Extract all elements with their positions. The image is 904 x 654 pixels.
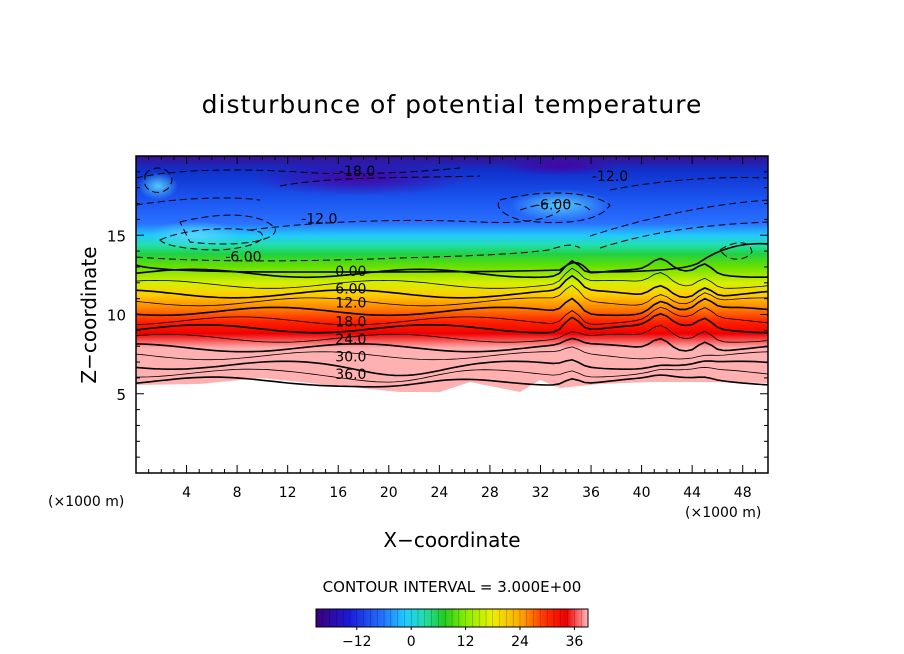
contour-line-negative	[279, 175, 481, 187]
contour-line-negative	[179, 214, 276, 245]
contour-line	[136, 374, 768, 388]
x-tick-label: 44	[683, 485, 701, 501]
colorbar-tick-label: 24	[511, 634, 529, 650]
x-tick-label: 24	[430, 485, 448, 501]
colorbar-bands	[322, 609, 582, 627]
contour-interval-label: CONTOUR INTERVAL = 3.000E+00	[323, 578, 582, 596]
colorbar-tick-label: −12	[342, 634, 372, 650]
x-unit-label: (×1000 m)	[685, 505, 761, 521]
x-axis: 4 8 12 16 20 24 28 32 36 40 44 48	[148, 156, 756, 501]
contour-line-negative	[719, 242, 753, 260]
contour-label: -6.00	[225, 250, 261, 266]
contour-label: 24.0	[335, 332, 366, 348]
contour-fill	[136, 156, 768, 396]
x-tick-label: 32	[532, 485, 550, 501]
contour-line-negative	[136, 244, 581, 262]
contour-line	[136, 337, 768, 353]
x-tick-label: 36	[582, 485, 600, 501]
contour-line	[136, 358, 768, 377]
y-tick-label: 15	[107, 227, 126, 245]
colorbar-tick-label: 12	[457, 634, 475, 650]
cold-core-right	[510, 189, 610, 221]
contour-label: 12.0	[335, 296, 366, 312]
contour-lines	[136, 167, 768, 388]
x-axis-label: X−coordinate	[383, 528, 520, 552]
chart-title: disturbunce of potential temperature	[202, 90, 703, 119]
y-axis-label: Z−coordinate	[77, 246, 101, 383]
y-axis: 5 10 15	[107, 171, 768, 458]
contour-line-negative	[249, 209, 561, 231]
contour-line-negative	[609, 177, 768, 191]
contour-line	[136, 346, 768, 361]
contour-line-negative	[519, 202, 591, 211]
contour-line	[136, 297, 768, 317]
x-tick-label: 40	[633, 485, 651, 501]
contour-label: -12.0	[301, 212, 337, 228]
colorbar-tick-label: 0	[407, 634, 416, 650]
contour-label: 18.0	[335, 315, 366, 331]
cold-core-corner	[138, 172, 178, 200]
contour-line-zero	[136, 242, 768, 273]
x-tick-label: 16	[329, 485, 347, 501]
contour-label: -18.0	[339, 164, 375, 180]
contour-label: 6.00	[335, 281, 366, 297]
contour-label: 36.0	[335, 367, 366, 383]
cold-core-left	[150, 221, 240, 249]
x-tick-label: 8	[233, 485, 242, 501]
x-tick-label: 4	[182, 485, 191, 501]
x-tick-label: 28	[481, 485, 499, 501]
terrain-mask	[136, 378, 768, 473]
contour-line-negative	[497, 192, 611, 224]
contour-line	[136, 274, 768, 299]
x-tick-label: 12	[279, 485, 297, 501]
contour-line	[136, 312, 768, 334]
z-unit-label: (×1000 m)	[48, 494, 124, 510]
x-tick-label: 20	[380, 485, 398, 501]
contour-line	[136, 284, 768, 307]
y-tick-label: 5	[116, 386, 126, 404]
colorbar-tick-label: 36	[565, 634, 583, 650]
contour-label: 30.0	[335, 349, 366, 365]
colorbar-ticks: −12 0 12 24 36	[342, 627, 583, 650]
contour-line	[136, 366, 768, 383]
contour-line-negative	[136, 167, 461, 179]
contour-label: 0.00	[335, 264, 366, 280]
contour-line-negative	[144, 167, 173, 193]
contour-label: -12.0	[592, 169, 628, 185]
warm-core-top-right	[500, 156, 620, 176]
x-tick-label: 48	[734, 485, 752, 501]
contour-line-negative	[599, 221, 768, 249]
contour-line-negative	[159, 228, 263, 251]
warm-core-top	[250, 160, 470, 196]
contour-line	[136, 267, 768, 289]
contour-line	[136, 324, 768, 343]
plot-area	[136, 156, 768, 473]
contour-label: -6.00	[535, 197, 571, 213]
y-tick-label: 10	[107, 307, 126, 325]
contour-line	[136, 306, 768, 326]
contour-line-negative	[589, 199, 768, 237]
contour-line-negative	[136, 197, 261, 206]
